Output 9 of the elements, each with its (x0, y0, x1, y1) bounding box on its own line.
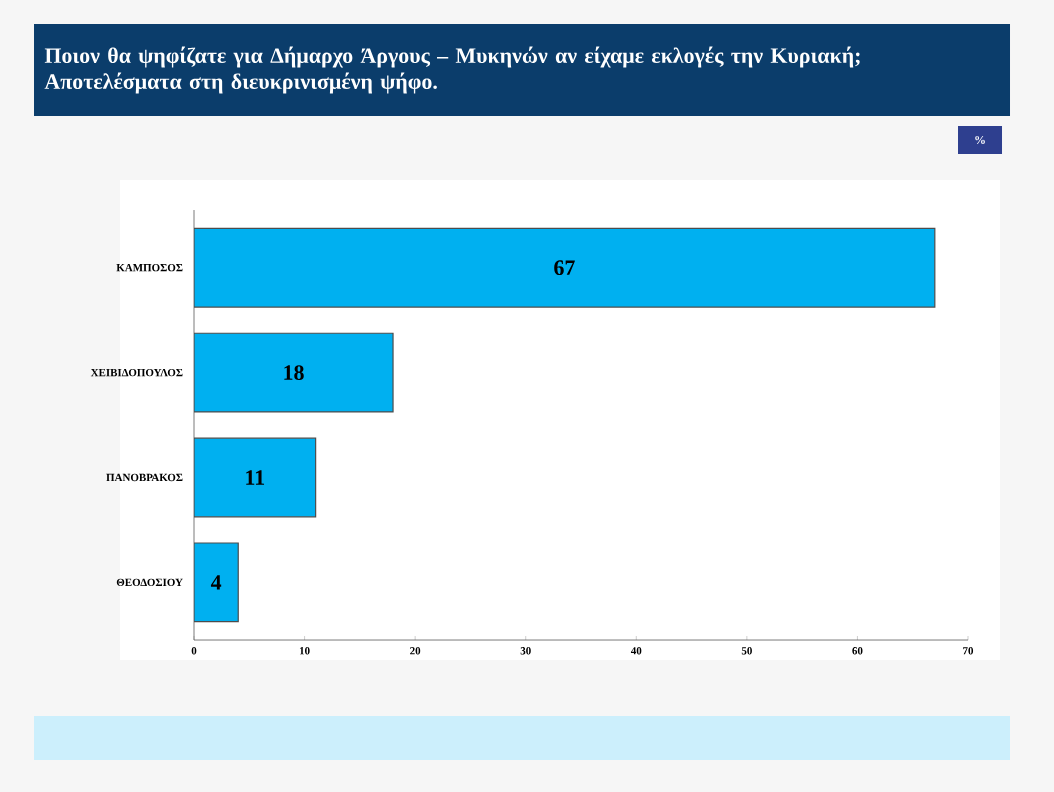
bar (194, 542, 239, 623)
bar (194, 332, 394, 413)
data-label: 67 (554, 260, 575, 276)
bar (194, 227, 936, 308)
bar (194, 437, 317, 518)
data-label: 11 (246, 470, 265, 485)
data-label: 4 (210, 575, 222, 590)
data-label: 18 (284, 365, 304, 380)
chart-title: Ποιον θα ψηφίζατε για Δήμαρχο Άργους – Μυκηνών αν είχαμε εκλογές την Κυριακή; Αποτελέσματα στη διευκρινισμένη ψήφο. (44, 46, 860, 94)
